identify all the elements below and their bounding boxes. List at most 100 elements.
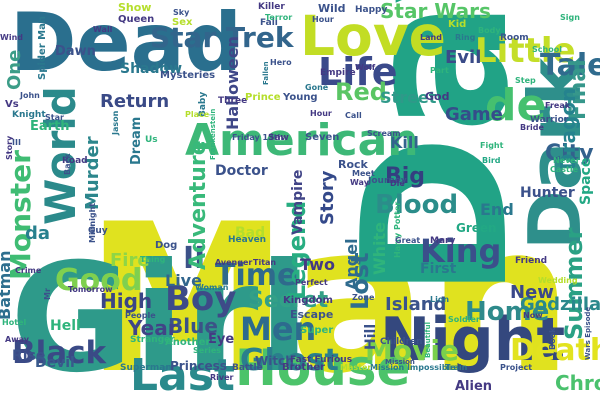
word-cloud-word: Green [456, 221, 497, 235]
word-cloud-word: Stranger [130, 335, 175, 345]
word-cloud-word: Super [300, 325, 333, 336]
word-cloud-word: Hero [270, 58, 292, 67]
word-cloud-word: Batman [0, 251, 14, 321]
word-cloud-word: People [125, 311, 156, 320]
word-cloud-word: Knight [12, 110, 46, 120]
word-cloud-word: Land [420, 33, 442, 42]
word-cloud-word: Hour [310, 109, 332, 118]
word-cloud-word: II [183, 241, 205, 276]
word-cloud-word: Back [63, 153, 72, 175]
word-cloud-word: American [185, 115, 419, 166]
word-cloud-word: Book [548, 327, 557, 350]
word-cloud-word: Die [390, 179, 405, 188]
word-cloud-word: Dark [513, 56, 597, 250]
word-cloud-word: Wars Episode [584, 307, 592, 360]
word-cloud-word: Home [465, 297, 549, 327]
word-cloud-word: Castle [550, 165, 579, 174]
word-cloud-word: Sex [172, 17, 193, 28]
word-cloud-word: Woman [195, 283, 229, 292]
word-cloud-word: Body [478, 26, 501, 35]
word-cloud-word: Step [515, 76, 536, 85]
word-cloud-word: Life [318, 50, 398, 94]
word-cloud-word: Alien [455, 379, 492, 394]
word-cloud-word: Wolf [355, 63, 376, 72]
word-cloud-word: Battle [232, 363, 263, 373]
word-cloud-word: Blood [375, 190, 458, 220]
word-cloud-word: Boy [165, 279, 236, 319]
word-cloud-word: Series [193, 346, 221, 355]
word-cloud-word: Sign [560, 13, 580, 22]
word-cloud-word: Eye [208, 332, 234, 347]
word-cloud-word: Us [145, 135, 158, 145]
word-cloud-word: Last [130, 350, 235, 400]
word-cloud-word: Perfect [295, 278, 328, 287]
word-cloud-word: Kingdom [283, 295, 333, 306]
word-cloud-word: Halloween [223, 36, 242, 130]
word-cloud-word: Godzilla [520, 294, 600, 315]
word-cloud-word: Wind [0, 33, 23, 42]
word-cloud-word: Vampire [290, 170, 306, 235]
word-cloud-word: Mission [385, 358, 415, 366]
word-cloud-word: God [425, 90, 449, 103]
word-cloud-word: Away [5, 335, 30, 344]
word-cloud-word: Vs [5, 99, 19, 110]
word-cloud-word: End [480, 200, 514, 219]
word-cloud-word: Freak [545, 101, 571, 110]
word-cloud-word: Fight [480, 141, 504, 150]
word-cloud-word: Harry Potter [393, 202, 402, 258]
word-cloud-word: Dragon [556, 88, 580, 170]
word-cloud-word: Wild [318, 2, 346, 15]
word-cloud-word: Project [500, 363, 532, 372]
word-cloud-word: Earth [30, 119, 70, 134]
word-cloud-word: Kill [390, 133, 419, 152]
word-cloud-word: Warrior [530, 115, 569, 125]
word-cloud-word: Another [165, 337, 210, 348]
word-cloud-word: Queen [118, 14, 154, 25]
word-cloud-word: Prince [245, 92, 281, 103]
word-cloud-word: Friend [515, 256, 547, 266]
word-cloud-word: Show [118, 1, 151, 14]
word-cloud-word: Rock [338, 158, 369, 171]
word-cloud-word: Mission Impossible [370, 363, 456, 372]
word-cloud-word: White [370, 222, 389, 275]
word-cloud-word: Saw [268, 133, 289, 143]
word-cloud-word: Part [430, 66, 449, 75]
word-cloud-word: Beautiful [424, 322, 432, 358]
word-cloud-word: Hotel [2, 318, 26, 327]
word-cloud-word: Midnight [88, 203, 97, 243]
word-cloud-word: Ghost [240, 343, 339, 378]
word-cloud-word: Chronicle [555, 371, 600, 395]
word-cloud-word: River [210, 373, 234, 382]
word-cloud-word: Brother [282, 362, 325, 373]
word-cloud-word: Shadow [120, 61, 182, 77]
word-cloud-word: Dog [155, 240, 177, 251]
word-cloud-word: Man [85, 181, 573, 400]
word-cloud-word: Two [300, 255, 335, 274]
word-cloud-word: Men [240, 310, 316, 348]
word-cloud-word: Ring [455, 33, 476, 42]
word-cloud-word: Terror [265, 13, 292, 22]
word-cloud-word: Angel [342, 238, 361, 290]
word-cloud-word: Bird [482, 156, 501, 165]
word-cloud-word: Tomorrow [68, 285, 113, 294]
word-cloud-word: Great [395, 236, 420, 245]
word-cloud-word: Lost [346, 252, 374, 310]
word-cloud-word: Return [100, 91, 169, 112]
word-cloud-word: Dead [10, 0, 242, 89]
word-cloud-word: Story [5, 135, 14, 160]
word-cloud-word: Friday 13th [232, 133, 283, 142]
word-cloud-word: Killer [258, 2, 285, 12]
word-cloud-word: High [100, 289, 152, 313]
word-cloud-word: Scream [367, 129, 401, 138]
word-cloud-word: Lion [430, 295, 449, 304]
word-cloud-word: Murder [82, 136, 103, 210]
word-cloud-word: Empire [320, 68, 356, 78]
word-cloud-word: Avenger [215, 258, 252, 267]
word-cloud-word: Sky [173, 8, 190, 17]
word-cloud-word: Fallen [262, 61, 270, 85]
word-cloud-word: Star Wars [380, 0, 491, 23]
word-cloud-word: Seven [305, 132, 339, 143]
word-cloud-word: Train [445, 363, 468, 372]
